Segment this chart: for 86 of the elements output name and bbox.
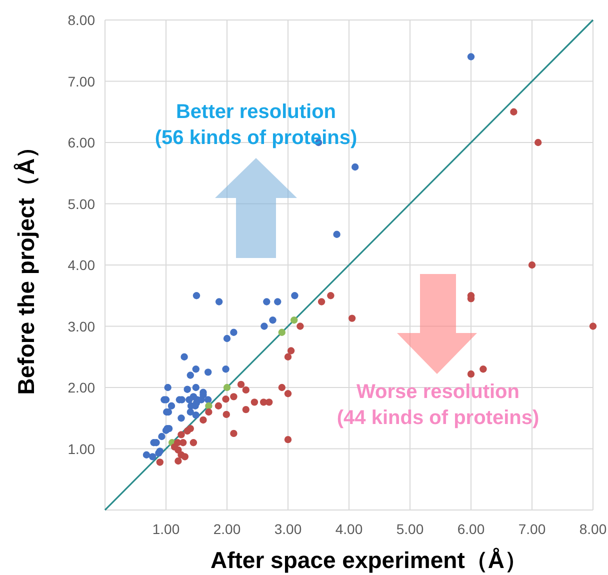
- x-tick-label: 8.00: [579, 521, 607, 537]
- x-tick-label: 3.00: [274, 521, 302, 537]
- point: [174, 457, 182, 465]
- y-tick-label: 7.00: [68, 73, 96, 90]
- point: [164, 384, 172, 392]
- point: [278, 328, 286, 336]
- point: [180, 353, 188, 360]
- point: [186, 408, 194, 416]
- point: [237, 380, 245, 388]
- point: [290, 316, 298, 324]
- point: [148, 453, 156, 460]
- x-tick-label: 7.00: [518, 521, 546, 537]
- point: [181, 453, 189, 460]
- point: [190, 439, 198, 446]
- point: [230, 328, 238, 336]
- point: [223, 334, 231, 342]
- point: [327, 292, 334, 300]
- point: [510, 108, 518, 116]
- point: [222, 396, 230, 403]
- point: [230, 430, 238, 438]
- point: [287, 347, 295, 354]
- point: [352, 163, 359, 171]
- point: [269, 316, 276, 324]
- point: [204, 396, 212, 404]
- point: [204, 368, 212, 376]
- point: [192, 384, 200, 392]
- y-tick-label: 5.00: [68, 196, 96, 212]
- point: [467, 53, 475, 60]
- annotation: Worse resolution (44 kinds of proteins): [336, 381, 540, 429]
- point: [200, 416, 207, 424]
- point: [296, 322, 304, 330]
- y-tick-label: 1.00: [68, 440, 96, 457]
- point: [250, 398, 258, 406]
- point: [192, 366, 200, 373]
- point: [318, 298, 326, 306]
- annotation: Better resolution (56 kinds of proteins): [154, 101, 358, 149]
- point: [192, 292, 200, 300]
- x-tick-label: 4.00: [335, 521, 363, 537]
- point: [274, 298, 282, 306]
- x-tick-label: 6.00: [457, 521, 485, 537]
- x-axis-title: After space experiment（Å）: [210, 547, 528, 573]
- point: [265, 398, 273, 406]
- point: [174, 446, 182, 454]
- point: [222, 410, 230, 418]
- point: [467, 370, 475, 378]
- point: [158, 432, 166, 440]
- y-axis-title: Before the project（Å）: [13, 135, 39, 395]
- point: [333, 230, 340, 238]
- point: [156, 458, 164, 466]
- y-tick-label: 6.00: [68, 134, 96, 150]
- point: [230, 393, 238, 400]
- point: [192, 411, 200, 419]
- point: [186, 372, 194, 379]
- point: [589, 322, 597, 330]
- point: [278, 384, 286, 392]
- point: [284, 436, 292, 444]
- point: [284, 390, 292, 398]
- point: [184, 386, 191, 393]
- point: [178, 414, 185, 422]
- y-tick-label: 8.00: [68, 12, 96, 28]
- y-tick-label: 2.00: [68, 380, 96, 396]
- point: [142, 451, 150, 458]
- point: [205, 408, 212, 416]
- point: [284, 353, 292, 360]
- point: [291, 292, 298, 300]
- point: [263, 298, 270, 306]
- point: [214, 402, 222, 410]
- point: [348, 314, 356, 322]
- point: [528, 261, 536, 269]
- y-tick-label: 4.00: [68, 257, 96, 273]
- point: [215, 298, 223, 306]
- point: [222, 366, 230, 373]
- x-tick-label: 1.00: [152, 521, 180, 537]
- point: [242, 386, 250, 394]
- point: [168, 402, 176, 410]
- point: [534, 138, 542, 146]
- point: [223, 384, 231, 392]
- y-tick-label: 3.00: [68, 318, 96, 334]
- point: [242, 406, 250, 414]
- x-tick-label: 2.00: [213, 521, 241, 537]
- point: [184, 427, 191, 435]
- point: [260, 322, 268, 330]
- point: [205, 402, 212, 410]
- x-tick-label: 5.00: [396, 521, 424, 537]
- point: [178, 431, 185, 438]
- point: [480, 366, 487, 373]
